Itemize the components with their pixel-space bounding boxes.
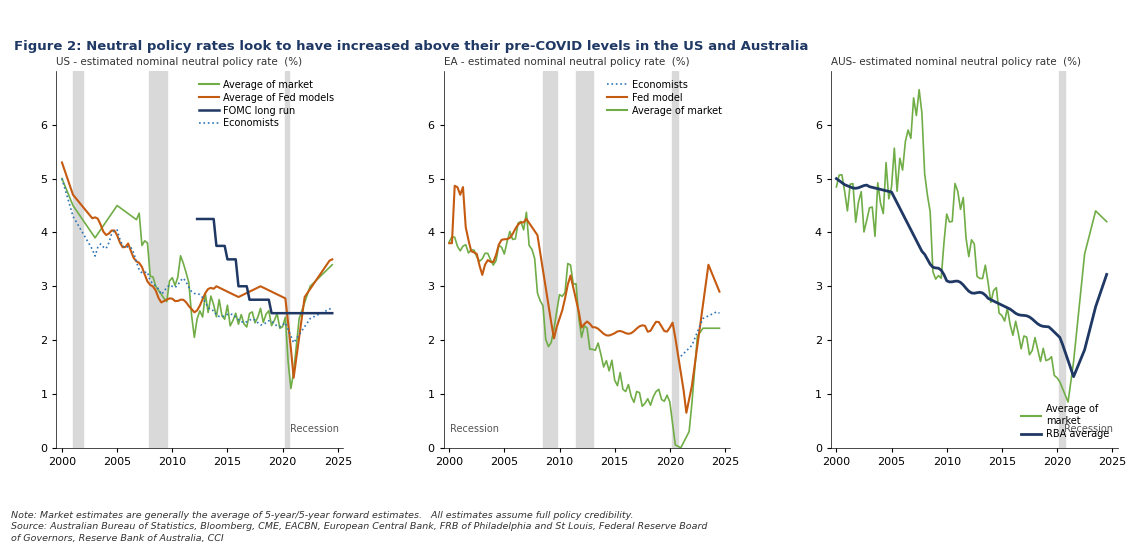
Text: Recession: Recession <box>290 424 339 434</box>
Legend: Average of market, Average of Fed models, FOMC long run, Economists: Average of market, Average of Fed models… <box>195 76 339 132</box>
Bar <box>1059 71 1065 448</box>
Text: Recession: Recession <box>1065 424 1113 434</box>
Text: EA - estimated nominal neutral policy rate  (%): EA - estimated nominal neutral policy ra… <box>444 57 690 67</box>
Bar <box>543 71 558 448</box>
Bar <box>149 71 167 448</box>
Legend: Average of
market, RBA average: Average of market, RBA average <box>1017 401 1113 443</box>
Text: Recession: Recession <box>450 424 499 434</box>
Text: US - estimated nominal neutral policy rate  (%): US - estimated nominal neutral policy ra… <box>56 57 303 67</box>
Bar <box>73 71 82 448</box>
Text: Note: Market estimates are generally the average of 5-year/5-year forward estima: Note: Market estimates are generally the… <box>11 511 708 543</box>
Text: AUS- estimated nominal neutral policy rate  (%): AUS- estimated nominal neutral policy ra… <box>831 57 1080 67</box>
Bar <box>576 71 593 448</box>
Legend: Economists, Fed model, Average of market: Economists, Fed model, Average of market <box>604 76 726 120</box>
Text: Figure 2: Neutral policy rates look to have increased above their pre-COVID leve: Figure 2: Neutral policy rates look to h… <box>14 40 808 54</box>
Bar <box>672 71 677 448</box>
Bar <box>285 71 289 448</box>
